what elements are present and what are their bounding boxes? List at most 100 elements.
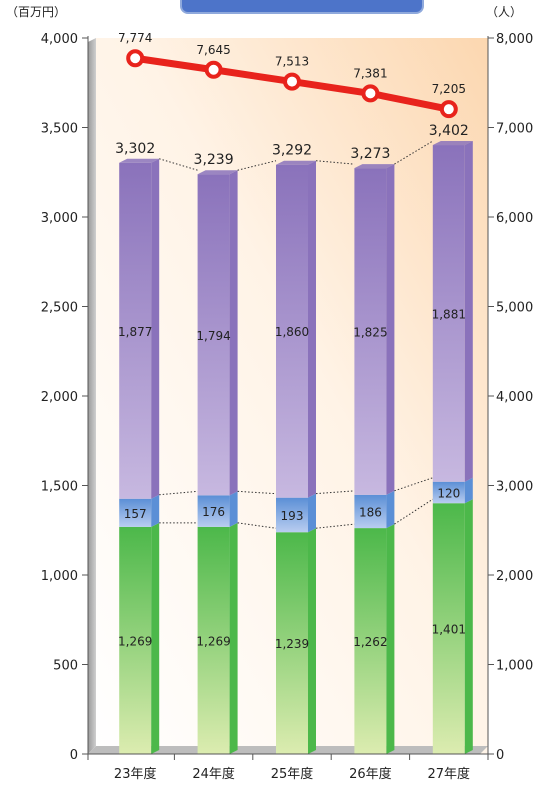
bar-segment-purple-side: [386, 164, 395, 495]
line-value-label: 7,205: [432, 82, 466, 96]
line-point: [361, 84, 380, 103]
segment-value-label: 186: [359, 505, 382, 519]
total-value-label: 3,302: [115, 141, 155, 157]
connector-lines: [159, 140, 434, 529]
right-tick-label: 5,000: [496, 301, 533, 316]
bar-segment-green: [119, 526, 152, 754]
title-banner: [180, 0, 424, 14]
left-tick-label: 1,000: [41, 569, 78, 584]
bar-segment-blue: [119, 498, 152, 527]
bar-segment-blue-side: [464, 477, 473, 504]
segment-value-label: 1,794: [196, 329, 230, 343]
right-tick-label: 6,000: [496, 211, 533, 226]
bar-top-face: [197, 170, 238, 175]
segment-value-label: 176: [202, 505, 225, 519]
connector-line: [394, 140, 434, 165]
right-tick-label: 1,000: [496, 659, 533, 674]
left-axis: （百万円） 0 500 1,000 1,500 2,000 2,500 3,000 3,500…: [6, 5, 89, 763]
left-tick-label: 4,000: [41, 32, 78, 47]
right-tick-label: 4,000: [496, 390, 533, 405]
bar-segment-green-side: [308, 528, 316, 754]
total-value-label: 3,239: [194, 152, 234, 168]
category-label: 24年度: [192, 766, 235, 782]
line-value-label: 7,513: [275, 55, 309, 69]
segment-value-label: 120: [437, 486, 460, 500]
connector-line: [315, 523, 355, 529]
segment-value-label: 157: [124, 507, 147, 521]
bar-segment-green: [354, 528, 387, 754]
segment-value-label: 1,269: [118, 634, 152, 648]
connector-line: [237, 490, 277, 495]
bar-segment-blue-side: [151, 494, 160, 527]
segment-value-label: 1,401: [432, 623, 466, 637]
segment-value-label: 1,877: [118, 325, 152, 339]
right-axis: （人） 0 1,000 2,000 3,000 4,000 5,000 6,000 7,000…: [486, 5, 533, 763]
bar-segment-blue: [432, 481, 465, 504]
segment-value-label: 1,860: [275, 325, 309, 339]
bar-segment-green: [432, 503, 465, 754]
left-tick-label: 3,000: [41, 211, 78, 226]
bar-segment-purple: [432, 145, 465, 482]
bar-segment-purple-side: [308, 160, 316, 498]
bar-top-face: [354, 164, 395, 169]
segment-value-label: 193: [281, 509, 304, 523]
line-value-label: 7,645: [196, 43, 230, 57]
bar-top-face: [119, 158, 160, 163]
line-series: 7,774 7,645 7,513 7,381 7,205: [118, 31, 466, 119]
bar-segment-blue-side: [229, 491, 238, 527]
segment-value-label: 1,881: [432, 307, 466, 321]
data-labels: 1,269 157 1,877 3,302 1,269 176 1,794 3,239 1,23…: [115, 123, 469, 651]
bar-segment-purple: [119, 162, 152, 499]
bar-segment-green-side: [229, 522, 238, 754]
category-label: 27年度: [428, 766, 471, 782]
left-tick-label: 2,000: [41, 390, 78, 405]
bar-segment-blue-side: [386, 490, 395, 529]
bar-segment-blue: [197, 495, 230, 527]
total-value-label: 3,292: [272, 143, 312, 159]
line-value-label: 7,381: [353, 66, 387, 80]
total-value-label: 3,273: [350, 146, 390, 162]
category-axis: 23年度 24年度 25年度 26年度 27年度: [87, 753, 489, 782]
left-axis-unit: （百万円）: [6, 5, 66, 19]
bar-segment-green: [276, 532, 308, 754]
bar-segment-blue-side: [308, 493, 316, 533]
plot-side-wall: [88, 38, 96, 754]
bar-segment-blue: [354, 494, 387, 529]
bar-segment-green: [197, 526, 230, 754]
category-label: 23年度: [114, 766, 157, 782]
right-tick-label: 2,000: [496, 569, 533, 584]
right-tick-label: 3,000: [496, 480, 533, 495]
line-point: [439, 100, 458, 119]
connector-line: [315, 490, 355, 495]
right-tick-label: 0: [496, 748, 504, 763]
total-value-label: 3,402: [429, 123, 469, 139]
segment-value-label: 1,239: [275, 637, 309, 651]
left-tick-label: 1,500: [41, 480, 78, 495]
left-tick-label: 3,500: [41, 122, 78, 137]
right-tick-label: 8,000: [496, 32, 533, 47]
right-axis-unit: （人）: [486, 5, 522, 19]
category-label: 26年度: [349, 766, 392, 782]
bar-segment-green-side: [151, 522, 160, 754]
segment-value-label: 1,262: [353, 635, 387, 649]
bars: [119, 141, 473, 754]
connector-line: [159, 490, 198, 496]
bar-segment-green-side: [386, 524, 395, 754]
line-point: [126, 49, 145, 68]
bar-segment-purple-side: [229, 170, 238, 496]
left-tick-label: 500: [53, 659, 78, 674]
line-value-label: 7,774: [118, 31, 152, 45]
left-tick-label: 2,500: [41, 301, 78, 316]
connector-line: [394, 498, 434, 525]
bar-segment-purple-side: [151, 158, 160, 499]
line-point: [283, 72, 301, 91]
right-tick-label: 7,000: [496, 122, 533, 137]
connector-line: [237, 160, 277, 171]
bar-segment-purple: [276, 164, 308, 498]
line-point: [204, 60, 223, 79]
bar-segment-blue: [276, 497, 308, 533]
connector-line: [315, 160, 355, 165]
bar-segment-green-side: [464, 499, 473, 754]
bar-top-face: [432, 141, 473, 146]
